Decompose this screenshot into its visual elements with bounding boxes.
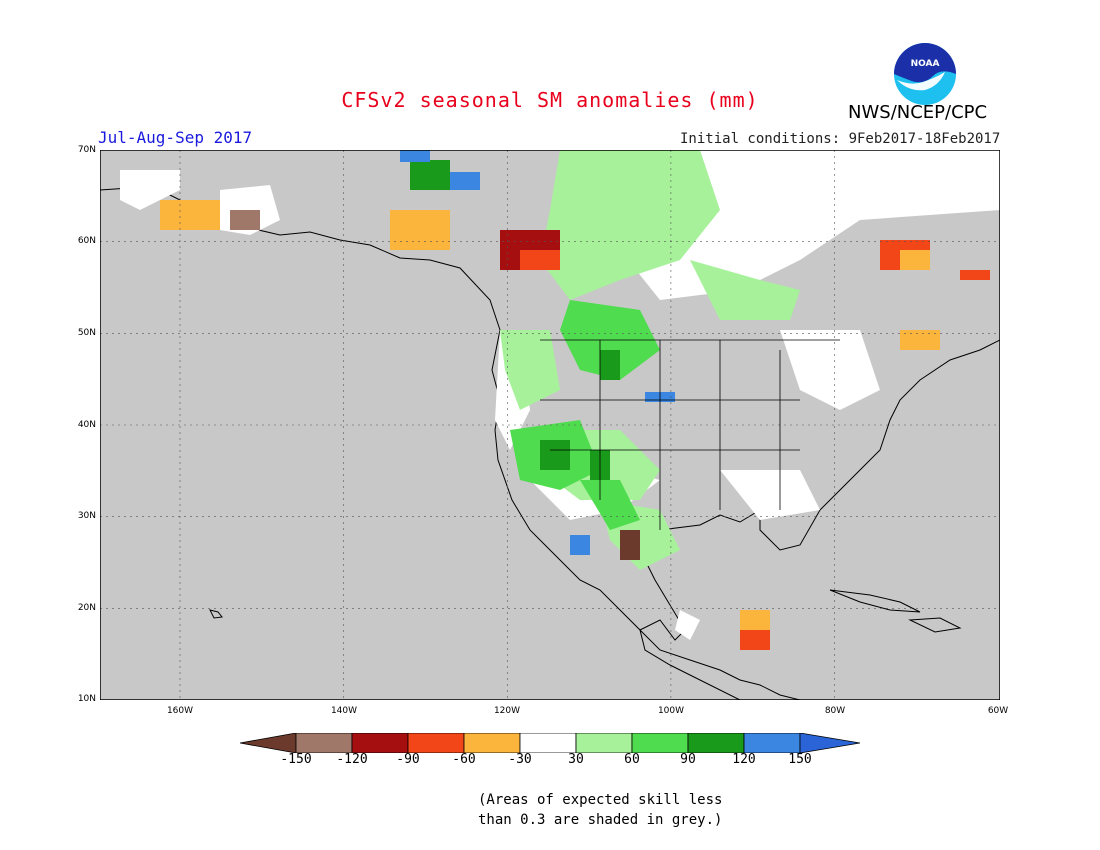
lon-label-80w: 80W (824, 706, 846, 716)
colorbar-swatch (295, 733, 353, 753)
lat-label-20n: 20N (77, 603, 96, 613)
colorbar-swatch (687, 733, 745, 753)
lon-label-100w: 100W (657, 706, 685, 716)
lat-label-30n: 30N (77, 511, 96, 521)
lat-label-60n: 60N (77, 236, 96, 246)
noaa-logo: NOAA (894, 43, 956, 105)
colorbar-label: -90 (396, 752, 420, 767)
colorbar-swatch (519, 733, 577, 753)
colorbar-swatch (407, 733, 465, 753)
colorbar-upper-triangle (799, 733, 860, 753)
colorbar-label: 90 (680, 752, 696, 767)
colorbar-swatch (631, 733, 689, 753)
colorbar-swatch (463, 733, 521, 753)
soil-moisture-map (100, 150, 1000, 700)
colorbar-lower-triangle (240, 733, 297, 753)
lon-label-120w: 120W (493, 706, 521, 716)
colorbar-label: -60 (452, 752, 476, 767)
map-title: CFSv2 seasonal SM anomalies (mm) (341, 88, 759, 112)
skill-note-line2: than 0.3 are shaded in grey.) (478, 812, 723, 828)
colorbar-swatch (351, 733, 409, 753)
agency-label: NWS/NCEP/CPC (848, 102, 988, 123)
lat-label-40n: 40N (77, 420, 96, 430)
colorbar-label: 120 (732, 752, 756, 767)
colorbar-label: -30 (508, 752, 532, 767)
lon-label-160w: 160W (166, 706, 194, 716)
lat-label-70n: 70N (77, 145, 96, 155)
colorbar (240, 733, 860, 753)
lon-label-60w: 60W (987, 706, 1009, 716)
wet-strong-regions (410, 160, 620, 480)
graticule (100, 150, 1000, 700)
colorbar-label: 30 (568, 752, 584, 767)
colorbar-label: -120 (336, 752, 368, 767)
skill-note-line1: (Areas of expected skill less (478, 792, 723, 808)
lon-label-140w: 140W (330, 706, 358, 716)
colorbar-swatch (743, 733, 801, 753)
season-label: Jul-Aug-Sep 2017 (98, 128, 253, 147)
logo-text: NOAA (911, 59, 940, 69)
colorbar-label: 60 (624, 752, 640, 767)
state-boundaries (540, 339, 840, 530)
colorbar-label: -150 (280, 752, 312, 767)
lat-label-10n: 10N (77, 694, 96, 704)
colorbar-swatch (575, 733, 633, 753)
initial-conditions: Initial conditions: 9Feb2017-18Feb2017 (680, 131, 1001, 147)
lat-label-50n: 50N (77, 328, 96, 338)
dry-regions (160, 200, 990, 650)
colorbar-label: 150 (788, 752, 812, 767)
